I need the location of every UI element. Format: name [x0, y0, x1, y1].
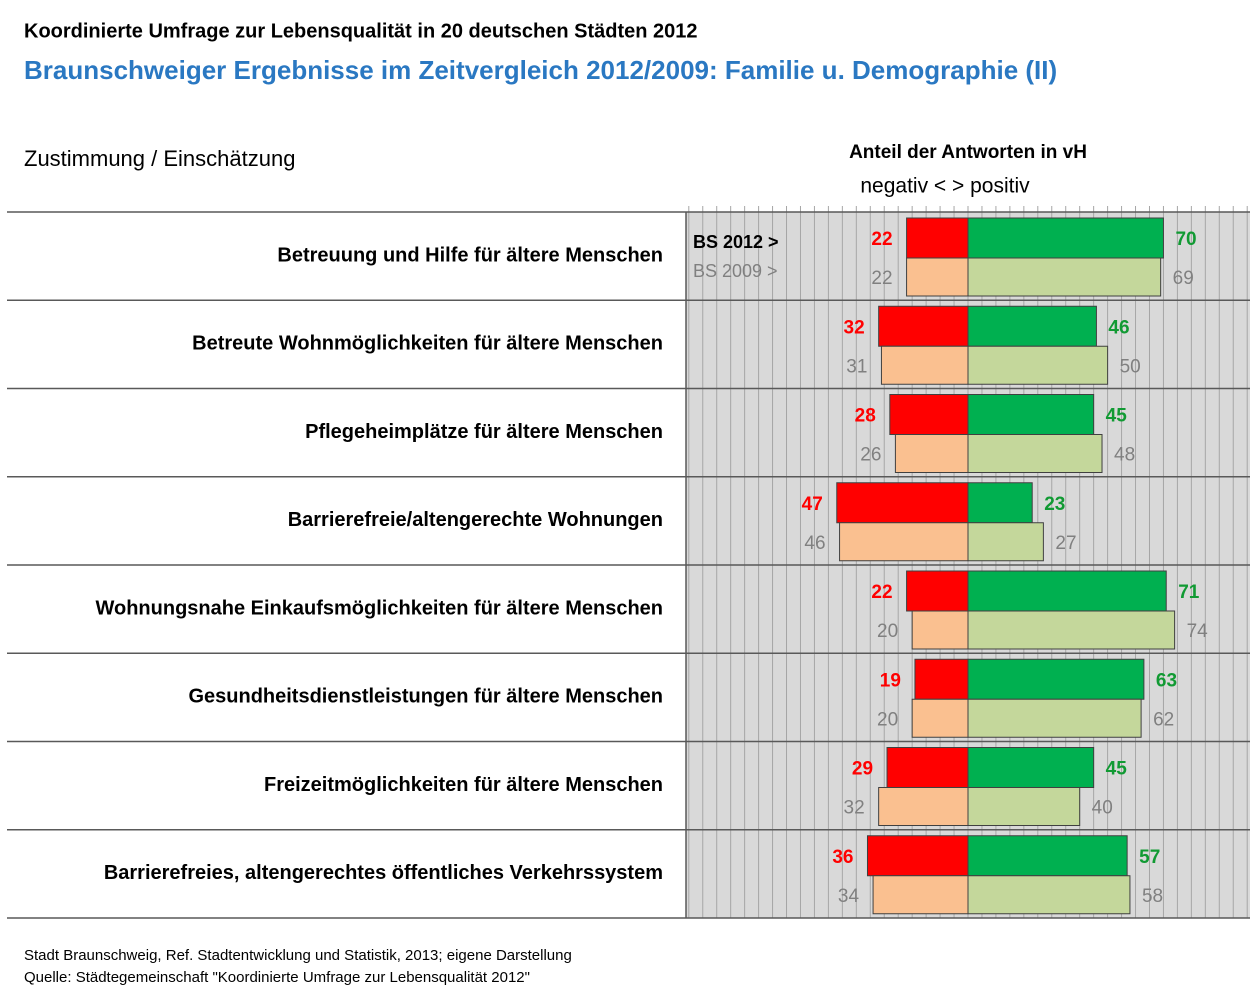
value-label: 20: [877, 709, 898, 730]
footnote: Quelle: Städtegemeinschaft "Koordinierte…: [24, 969, 530, 986]
bar-positive: [967, 257, 1162, 297]
value-label: 27: [1055, 533, 1076, 554]
value-label: 48: [1114, 445, 1135, 466]
bar-negative: [894, 434, 969, 473]
value-label: 58: [1142, 886, 1163, 907]
value-label: 22: [871, 229, 892, 250]
category-label: Betreuung und Hilfe für ältere Menschen: [277, 244, 663, 266]
bar-negative: [906, 257, 969, 297]
bar-negative: [878, 305, 969, 347]
footnote: Stadt Braunschweig, Ref. Stadtentwicklun…: [24, 947, 572, 964]
bar-positive: [967, 394, 1095, 435]
value-label: 50: [1120, 356, 1141, 377]
bar-negative: [886, 747, 969, 788]
category-label: Betreute Wohnmöglichkeiten für ältere Me…: [192, 333, 663, 355]
bar-positive: [967, 787, 1081, 826]
bar-negative: [889, 394, 969, 435]
bar-negative: [872, 875, 969, 915]
value-label: 28: [855, 406, 876, 427]
chart-title: Koordinierte Umfrage zur Lebensqualität …: [24, 20, 698, 42]
value-label: 22: [871, 268, 892, 289]
bar-positive: [967, 658, 1145, 700]
bar-positive: [967, 522, 1044, 562]
value-label: 69: [1173, 268, 1194, 289]
bar-positive: [967, 835, 1128, 877]
value-label: 26: [860, 445, 881, 466]
bar-positive: [967, 217, 1164, 259]
value-label: 36: [832, 847, 853, 868]
bar-positive: [967, 747, 1095, 788]
value-label: 71: [1178, 582, 1200, 603]
category-label: Gesundheitsdienstleistungen für ältere M…: [188, 686, 663, 708]
legend-label: BS 2009 >: [693, 261, 778, 281]
value-label: 19: [880, 670, 901, 691]
value-label: 23: [1044, 494, 1065, 515]
bar-negative: [906, 217, 969, 259]
bar-negative: [914, 658, 969, 700]
value-label: 20: [877, 621, 898, 642]
bar-positive: [967, 610, 1176, 650]
value-label: 57: [1139, 847, 1160, 868]
bar-positive: [967, 434, 1103, 473]
value-label: 62: [1153, 709, 1174, 730]
category-label: Freizeitmöglichkeiten für ältere Mensche…: [264, 774, 663, 796]
value-label: 31: [846, 356, 867, 377]
chart-subtitle: Braunschweiger Ergebnisse im Zeitverglei…: [24, 55, 1057, 85]
bar-negative: [911, 698, 969, 738]
value-label: 63: [1156, 670, 1177, 691]
value-label: 46: [1108, 317, 1129, 338]
bar-negative: [878, 787, 969, 826]
bar-negative: [906, 570, 969, 612]
bar-negative: [880, 345, 969, 385]
value-label: 29: [852, 759, 873, 780]
bar-negative: [911, 610, 969, 650]
value-label: 74: [1187, 621, 1209, 642]
value-label: 47: [802, 494, 823, 515]
bar-positive: [967, 305, 1097, 347]
bar-positive: [967, 570, 1167, 612]
legend-label: BS 2012 >: [693, 232, 779, 252]
x-axis-label: Anteil der Antworten in vH: [849, 142, 1087, 163]
x-axis-sublabel: negativ < > positiv: [860, 175, 1030, 198]
value-label: 40: [1092, 798, 1113, 819]
category-label: Pflegeheimplätze für ältere Menschen: [305, 421, 663, 443]
value-label: 34: [838, 886, 860, 907]
value-label: 45: [1106, 406, 1128, 427]
bar-negative: [836, 482, 969, 524]
bar-positive: [967, 698, 1142, 738]
y-axis-label: Zustimmung / Einschätzung: [24, 146, 295, 171]
value-label: 32: [844, 798, 865, 819]
category-label: Barrierefreie/altengerechte Wohnungen: [288, 509, 663, 531]
value-label: 22: [871, 582, 892, 603]
category-label: Barrierefreies, altengerechtes öffentlic…: [104, 862, 663, 884]
bar-negative: [839, 522, 969, 562]
category-label: Wohnungsnahe Einkaufsmöglichkeiten für ä…: [95, 597, 663, 619]
value-label: 70: [1175, 229, 1196, 250]
value-label: 45: [1106, 759, 1128, 780]
bar-positive: [967, 345, 1109, 385]
bar-positive: [967, 482, 1033, 524]
value-label: 32: [844, 317, 865, 338]
value-label: 46: [804, 533, 825, 554]
bar-negative: [866, 835, 969, 877]
bar-positive: [967, 875, 1131, 915]
